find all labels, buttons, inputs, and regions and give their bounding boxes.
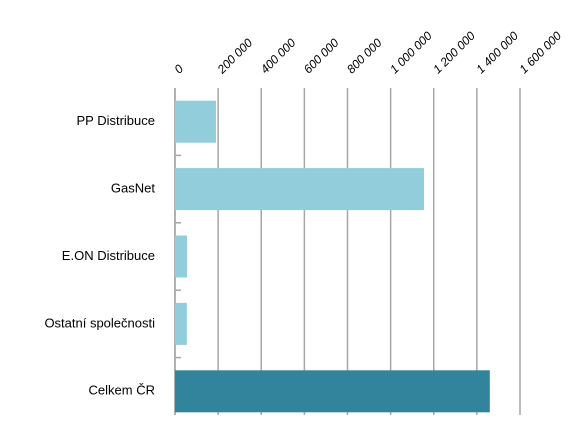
bar	[175, 370, 490, 413]
x-tick-label: 1 600 000	[516, 28, 564, 76]
bar	[175, 100, 216, 143]
x-tick-label: 1 000 000	[387, 28, 435, 76]
bar	[175, 302, 187, 345]
x-tick-label: 1 200 000	[430, 28, 478, 76]
y-tick-label: GasNet	[111, 181, 155, 196]
y-tick-label: E.ON Distribuce	[62, 248, 155, 263]
y-tick-label: PP Distribuce	[76, 113, 155, 128]
y-tick-label: Ostatní společnosti	[44, 315, 155, 330]
y-tick-label: Celkem ČR	[89, 383, 155, 398]
x-tick-label: 400 000	[258, 36, 299, 77]
x-tick-label: 600 000	[301, 36, 342, 77]
x-tick-label: 800 000	[344, 36, 385, 77]
x-tick-label: 0	[171, 62, 186, 77]
x-tick-label: 1 400 000	[473, 28, 521, 76]
bar	[175, 235, 188, 278]
bar	[175, 168, 425, 211]
x-tick-label: 200 000	[214, 36, 256, 78]
